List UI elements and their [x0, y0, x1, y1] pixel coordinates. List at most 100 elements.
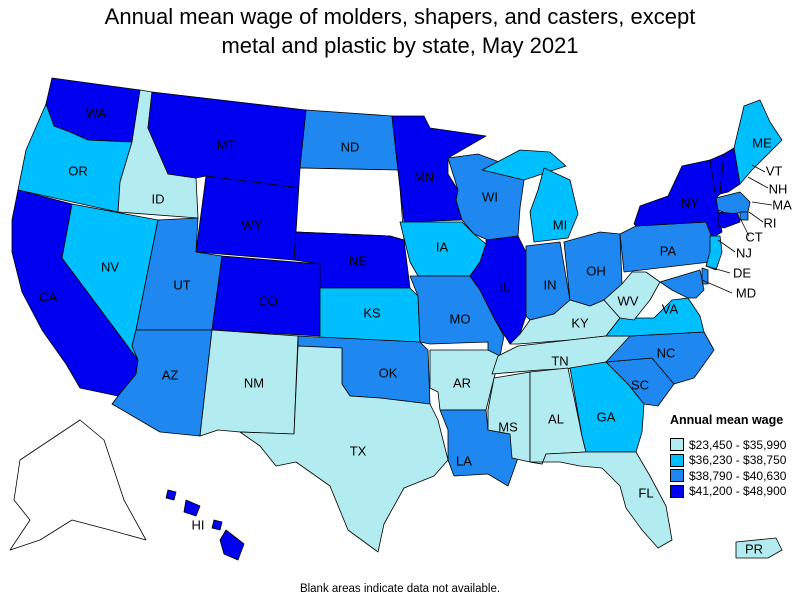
state-label-fl: FL [638, 485, 653, 500]
state-shape-ri [739, 211, 749, 221]
state-label-ks: KS [363, 305, 381, 320]
legend-item: $41,200 - $48,900 [670, 484, 798, 500]
state-label-de: DE [733, 265, 751, 280]
state-shape-mn [391, 115, 487, 223]
state-md [659, 269, 705, 299]
state-label-sc: SC [631, 377, 649, 392]
state-shape-mi [529, 167, 579, 243]
state-label-al: AL [548, 411, 564, 426]
state-label-nd: ND [341, 139, 360, 154]
state-label-pa: PA [660, 243, 677, 258]
state-label-ia: IA [436, 239, 449, 254]
state-label-hi: HI [192, 517, 205, 532]
state-label-la: LA [456, 453, 472, 468]
state-shape-hi [219, 529, 245, 561]
map-title: Annual mean wage of molders, shapers, an… [0, 2, 800, 60]
state-ak [9, 419, 147, 551]
legend-item: $36,230 - $38,750 [670, 453, 798, 469]
state-la [439, 409, 519, 487]
state-sd [295, 167, 405, 241]
state-tx [239, 345, 449, 553]
state-label-tn: TN [551, 353, 568, 368]
state-label-ct: CT [745, 229, 762, 244]
state-label-ca: CA [39, 289, 57, 304]
state-shape-ma [715, 191, 751, 215]
state-label-mo: MO [450, 311, 471, 326]
state-me [733, 99, 783, 185]
state-label-nm: NM [244, 375, 264, 390]
state-ma [715, 191, 751, 215]
state-shape-la [439, 409, 519, 487]
state-ri [739, 211, 749, 221]
state-mi [481, 149, 579, 243]
state-label-co: CO [258, 293, 278, 308]
state-nj [705, 235, 723, 271]
state-label-or: OR [68, 163, 88, 178]
state-shape-fl [529, 451, 673, 549]
state-label-nh: NH [769, 181, 788, 196]
state-label-pr: PR [745, 541, 763, 556]
state-label-va: VA [662, 301, 679, 316]
state-mn [391, 115, 487, 223]
state-label-il: IL [500, 279, 511, 294]
state-shape-md [659, 269, 705, 299]
state-pr [735, 537, 783, 559]
state-label-ok: OK [379, 365, 398, 380]
state-label-wv: WV [618, 293, 639, 308]
legend-swatch [670, 438, 684, 452]
legend-label: $38,790 - $40,630 [689, 468, 787, 483]
state-shape-il [469, 235, 527, 345]
legend-swatch [670, 453, 684, 467]
state-label-vt: VT [766, 163, 783, 178]
state-label-mt: MT [217, 137, 236, 152]
state-label-az: AZ [162, 367, 179, 382]
state-label-ar: AR [453, 375, 471, 390]
state-label-wi: WI [482, 189, 498, 204]
state-label-md: MD [736, 285, 756, 300]
footnote: Blank areas indicate data not available. [299, 583, 501, 595]
legend-label: $23,450 - $35,990 [689, 437, 787, 452]
state-label-ri: RI [764, 215, 777, 230]
state-shape-pr [735, 537, 783, 559]
state-shape-nj [705, 235, 723, 271]
state-hi [165, 489, 245, 561]
state-label-me: ME [752, 135, 772, 150]
state-label-ms: MS [498, 419, 518, 434]
legend-swatch [670, 469, 684, 483]
state-shape-ak [9, 419, 147, 551]
state-shape-ct [717, 211, 741, 229]
state-label-id: ID [152, 191, 165, 206]
state-shape-hi [165, 489, 177, 501]
state-shape-tx [239, 345, 449, 553]
map-title-line-2: metal and plastic by state, May 2021 [221, 33, 579, 58]
state-label-ma: MA [772, 197, 792, 212]
state-label-ut: UT [173, 277, 190, 292]
state-shape-hi [211, 519, 223, 531]
state-shape-sd [295, 167, 405, 241]
state-il [469, 235, 527, 345]
legend-label: $41,200 - $48,900 [689, 484, 787, 499]
state-label-tx: TX [350, 443, 367, 458]
state-label-wa: WA [86, 105, 107, 120]
state-label-mn: MN [414, 169, 434, 184]
state-label-wy: WY [242, 217, 263, 232]
legend-swatch [670, 484, 684, 498]
state-label-in: IN [544, 277, 557, 292]
state-shape-hi [183, 499, 201, 517]
state-label-ga: GA [597, 409, 616, 424]
state-label-mi: MI [553, 217, 567, 232]
legend: Annual mean wage $23,450 - $35,990 $36,2… [670, 413, 798, 499]
state-shape-nh [719, 147, 741, 195]
legend-title: Annual mean wage [670, 413, 784, 427]
state-label-nv: NV [101, 259, 119, 274]
state-label-ne: NE [349, 253, 367, 268]
state-label-ny: NY [681, 195, 699, 210]
state-label-nj: NJ [736, 245, 752, 260]
state-fl [529, 451, 673, 549]
label-leader-lines [701, 164, 773, 294]
state-nh [719, 147, 741, 195]
state-label-ky: KY [571, 315, 589, 330]
legend-item: $38,790 - $40,630 [670, 468, 798, 484]
state-shape-me [733, 99, 783, 185]
